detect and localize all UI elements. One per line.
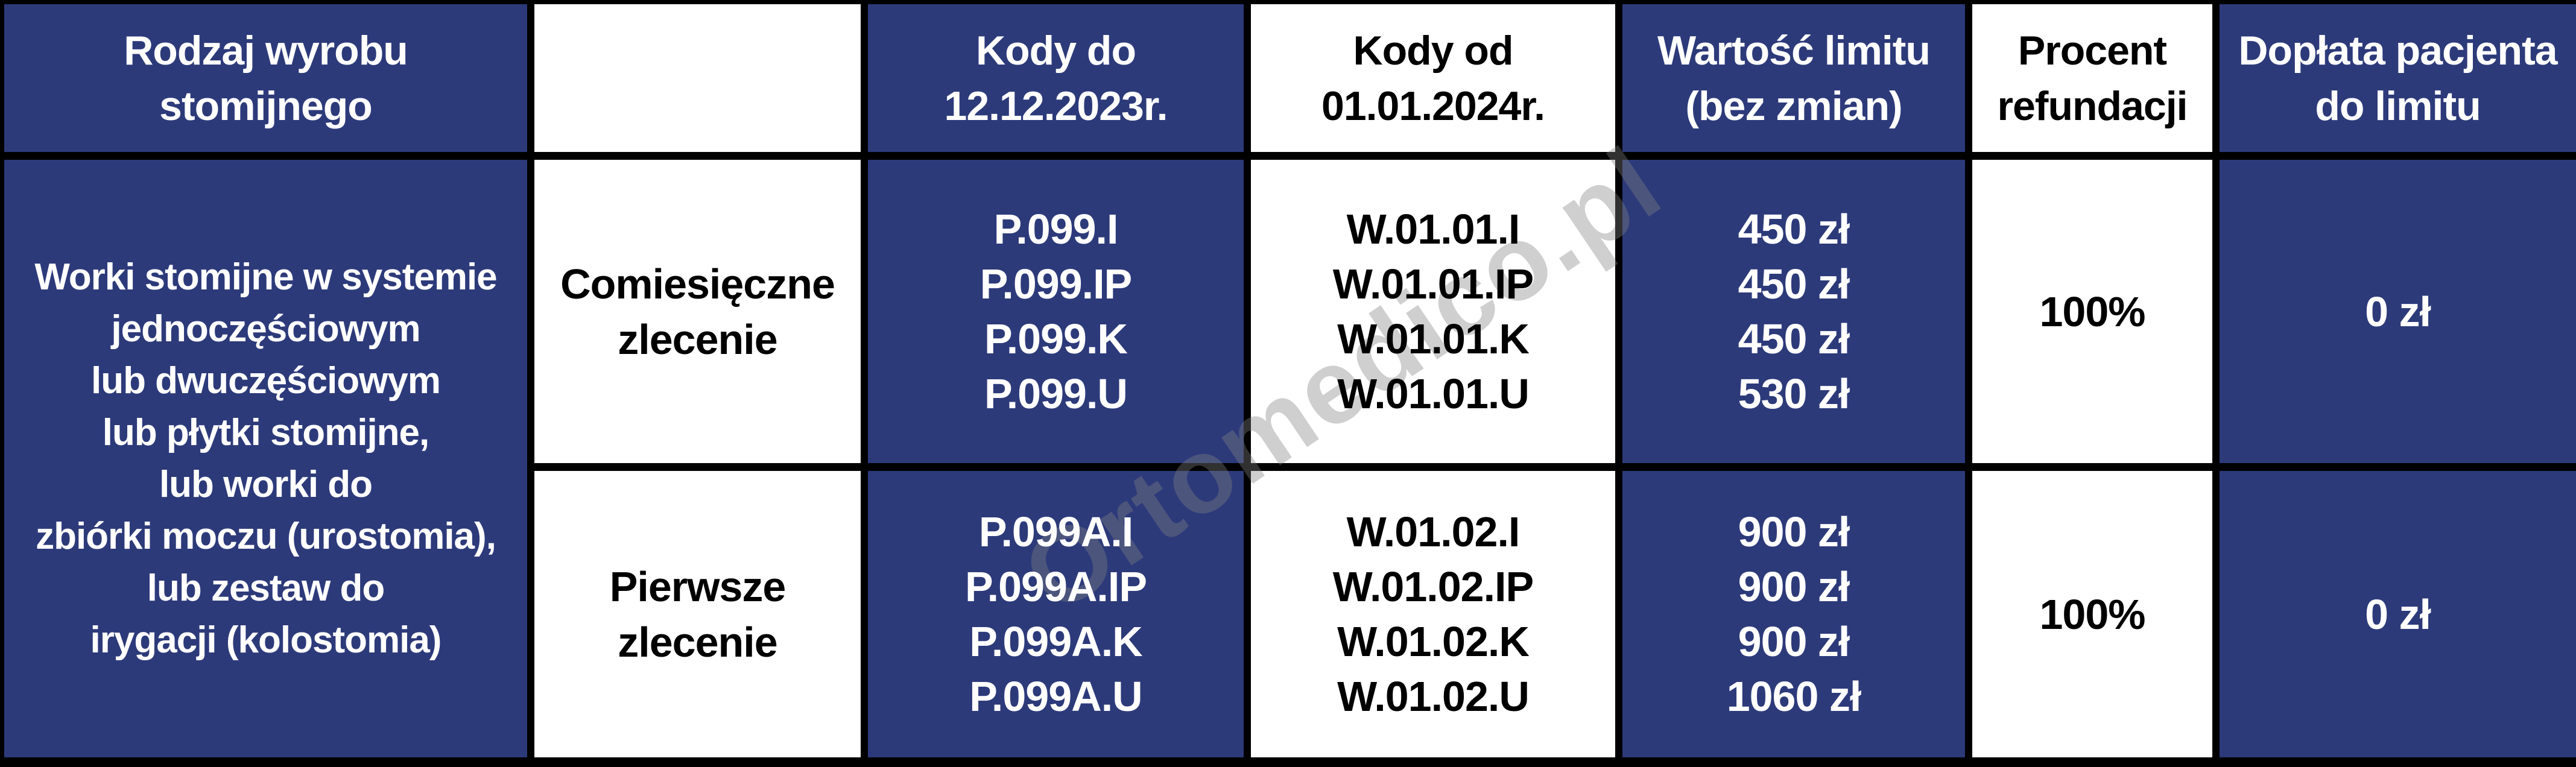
- cell-order-type-monthly: Comiesięczne zlecenie: [534, 160, 861, 463]
- patient-copay-value: 0 zł: [2365, 288, 2431, 335]
- cell-codes-from-first: W.01.02.I W.01.02.IP W.01.02.K W.01.02.U: [1251, 471, 1615, 757]
- cell-product-description: Worki stomijne w systemie jednoczęściowym…: [4, 160, 527, 757]
- cell-codes-from-monthly: W.01.01.I W.01.01.IP W.01.01.K W.01.01.U: [1251, 160, 1615, 463]
- cell-refund-percent-monthly: 100%: [1972, 160, 2212, 463]
- cell-limit-values-first: 900 zł 900 zł 900 zł 1060 zł: [1622, 471, 1965, 757]
- cell-patient-copay-first: 0 zł: [2220, 471, 2576, 757]
- cell-refund-percent-first: 100%: [1972, 471, 2212, 757]
- patient-copay-value: 0 zł: [2365, 590, 2431, 638]
- header-codes-until: Kody do 12.12.2023r.: [868, 4, 1244, 152]
- header-codes-from: Kody od 01.01.2024r.: [1251, 4, 1615, 152]
- cell-patient-copay-monthly: 0 zł: [2220, 160, 2576, 463]
- header-product-type: Rodzaj wyrobu stomijnego: [4, 4, 527, 152]
- cell-limit-values-monthly: 450 zł 450 zł 450 zł 530 zł: [1622, 160, 1965, 463]
- header-refund-percent: Procent refundacji: [1972, 4, 2212, 152]
- refund-percent-value: 100%: [2039, 288, 2145, 335]
- cell-order-type-first: Pierwsze zlecenie: [534, 471, 861, 757]
- refund-percent-value: 100%: [2039, 590, 2145, 638]
- header-patient-copay: Dopłata pacjenta do limitu: [2220, 4, 2576, 152]
- header-limit-value: Wartość limitu (bez zmian): [1622, 4, 1965, 152]
- cell-codes-until-first: P.099A.I P.099A.IP P.099A.K P.099A.U: [868, 471, 1244, 757]
- cell-codes-until-monthly: P.099.I P.099.IP P.099.K P.099.U: [868, 160, 1244, 463]
- header-order-type-empty: [534, 4, 861, 152]
